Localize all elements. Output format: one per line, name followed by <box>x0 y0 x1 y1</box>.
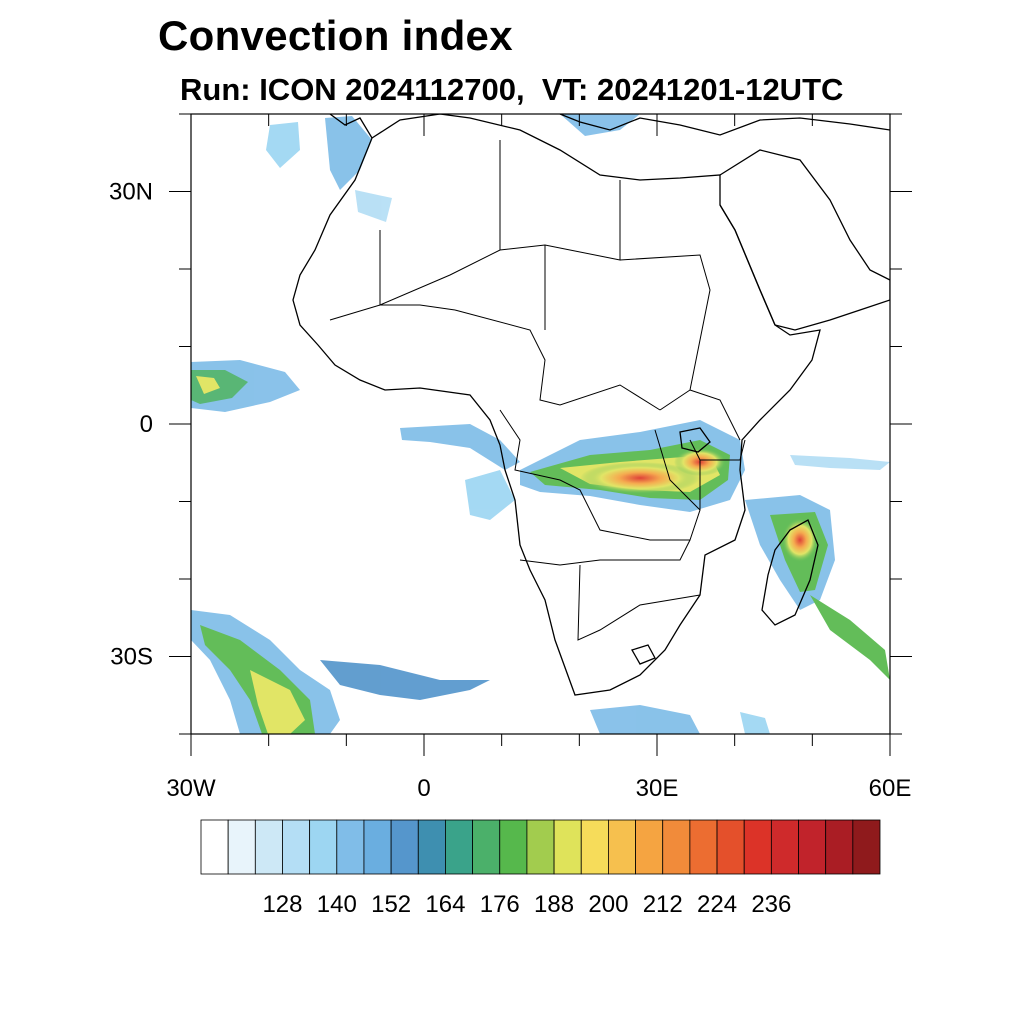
colorbar-labels: 128 140 152 164 176 188 200 212 224 236 <box>262 891 791 918</box>
field-gulf-west-core <box>196 376 220 394</box>
field-indian-eq <box>790 455 890 470</box>
field-med <box>560 114 640 136</box>
europe-coast <box>559 114 890 136</box>
madagascar-coast <box>761 519 819 626</box>
colorbar-box <box>445 819 474 875</box>
lon-label: 30E <box>636 775 679 802</box>
field-congo-hotspot <box>580 462 700 494</box>
field-south-indian <box>590 705 700 734</box>
colorbar-box <box>417 819 446 875</box>
colorbar-label: 200 <box>588 891 628 918</box>
arabia-coast <box>719 149 890 331</box>
field-angola-coast <box>465 470 515 520</box>
colorbar-label: 236 <box>751 891 791 918</box>
colorbar-box <box>254 819 283 875</box>
colorbar-box <box>200 819 229 875</box>
map-area <box>191 114 890 734</box>
lesotho <box>631 644 656 665</box>
colorbar-box <box>825 819 854 875</box>
colorbar-box <box>798 819 827 875</box>
colorbar-box <box>336 819 365 875</box>
colorbar-box <box>662 819 691 875</box>
page-subtitle: Run: ICON 2024112700, VT: 20241201-12UTC <box>180 72 844 107</box>
colorbar-box <box>472 819 501 875</box>
colorbar-label: 152 <box>371 891 411 918</box>
field-atlantic-north <box>266 122 300 168</box>
coastlines <box>292 114 890 696</box>
field-iberia <box>325 116 372 190</box>
map-background <box>191 114 890 734</box>
field-south-atlantic-streak <box>320 660 490 700</box>
colorbar-label: 164 <box>425 891 465 918</box>
border-congo-drc <box>499 409 701 541</box>
field-morocco <box>355 190 392 222</box>
colorbar-box <box>553 819 582 875</box>
colorbar-box <box>635 819 664 875</box>
colorbar-box <box>689 819 718 875</box>
colorbar-box <box>499 819 528 875</box>
border-chad-car <box>454 309 661 411</box>
page-title: Convection index <box>158 12 513 59</box>
colorbar-label: 176 <box>480 891 520 918</box>
colorbar-box <box>227 819 256 875</box>
colorbar-label: 128 <box>262 891 302 918</box>
field-south-indian-east <box>740 712 770 734</box>
lat-label: 30N <box>109 179 153 206</box>
colorbar-box <box>363 819 392 875</box>
border-ethiopia <box>689 389 741 441</box>
field-madagascar-tail <box>810 595 890 680</box>
colorbar-box <box>282 819 311 875</box>
border-angola-zambia <box>519 539 691 566</box>
border-sudan <box>619 254 711 411</box>
colorbar-box <box>743 819 772 875</box>
field-south-atlantic-inner <box>250 670 305 734</box>
colorbar-label: 224 <box>697 891 737 918</box>
country-borders <box>329 140 746 641</box>
colorbar-box <box>526 819 555 875</box>
colorbar-label: 188 <box>534 891 574 918</box>
border-kenya-tanzania <box>700 439 746 461</box>
border-mali-niger <box>329 304 456 321</box>
africa-coast <box>292 114 821 696</box>
lake-victoria <box>679 427 711 453</box>
colorbar-box <box>390 819 419 875</box>
lat-label: 0 <box>140 411 153 438</box>
colorbar <box>200 819 881 875</box>
convection-field <box>191 114 890 734</box>
border-namibia-botswana <box>577 564 701 641</box>
axis-ticks <box>169 113 912 756</box>
lon-label: 0 <box>417 775 430 802</box>
colorbar-box <box>852 819 881 875</box>
colorbar-box <box>309 819 338 875</box>
colorbar-box <box>716 819 745 875</box>
colorbar-box <box>770 819 799 875</box>
field-eq-atlantic <box>400 424 520 470</box>
lon-label: 60E <box>869 775 912 802</box>
lat-label: 30S <box>110 644 153 671</box>
colorbar-label: 212 <box>643 891 683 918</box>
colorbar-box <box>580 819 609 875</box>
colorbar-box <box>608 819 636 875</box>
border-rift <box>654 429 701 511</box>
colorbar-label: 140 <box>317 891 357 918</box>
iberia-coast <box>329 114 373 139</box>
axis-labels: 30N 0 30S 30W 0 30E 60E <box>109 179 911 803</box>
lon-label: 30W <box>166 775 216 802</box>
